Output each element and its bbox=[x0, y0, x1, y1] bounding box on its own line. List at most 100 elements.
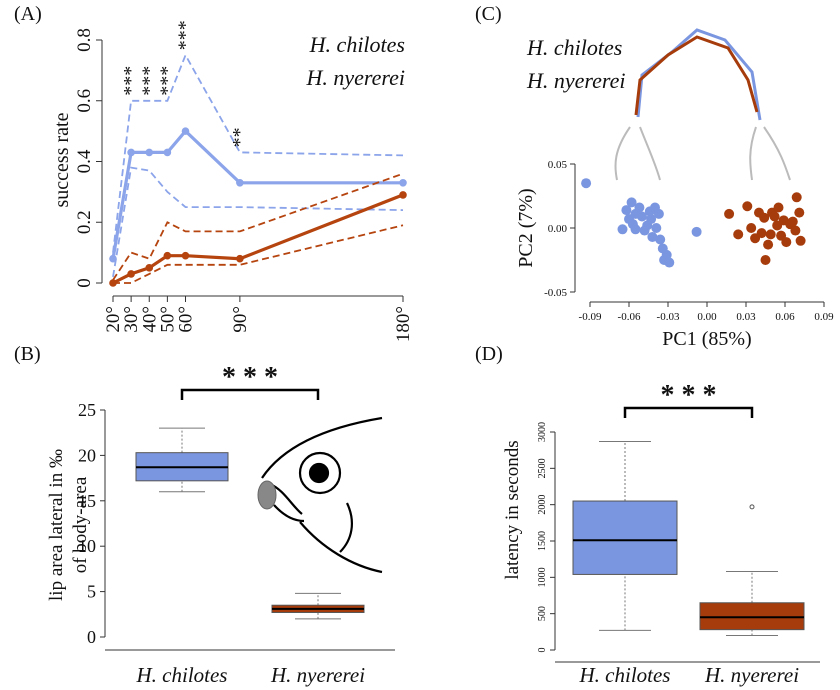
point bbox=[637, 211, 647, 222]
significance-mark: *** bbox=[120, 66, 142, 96]
point bbox=[773, 202, 784, 213]
legend-label: H. chilotes bbox=[526, 35, 622, 60]
jaw-drawing bbox=[614, 28, 791, 181]
point bbox=[760, 255, 771, 265]
point bbox=[653, 208, 664, 219]
point bbox=[630, 224, 641, 235]
significance-bracket bbox=[180, 388, 320, 400]
y-tick-label: 0.8 bbox=[74, 28, 95, 52]
x-tick-label: 0.00 bbox=[697, 311, 717, 323]
fish-outline bbox=[261, 416, 383, 479]
point bbox=[236, 254, 244, 263]
point bbox=[647, 231, 658, 242]
jaw-outline bbox=[636, 28, 762, 121]
y-axis-label: of body-area bbox=[70, 476, 91, 573]
panel-label: (B) bbox=[14, 343, 41, 365]
fish-pupil bbox=[308, 462, 330, 484]
significance-mark: * * * bbox=[661, 380, 717, 411]
x-tick-label: H. nyererei bbox=[704, 663, 799, 687]
y-tick-label: -0.05 bbox=[544, 287, 567, 299]
ci-line bbox=[112, 53, 404, 253]
connector bbox=[763, 126, 791, 181]
connector bbox=[639, 126, 661, 181]
point bbox=[626, 197, 637, 208]
connector bbox=[614, 126, 631, 181]
fish-gill bbox=[339, 502, 354, 553]
y-tick-label: 0.2 bbox=[74, 210, 95, 234]
significance-mark: * * * bbox=[222, 362, 278, 393]
fish-outline bbox=[299, 521, 383, 574]
point bbox=[769, 211, 780, 222]
x-tick-label: 90° bbox=[230, 306, 251, 333]
point bbox=[399, 191, 407, 199]
jaw-outline bbox=[634, 35, 759, 116]
x-tick-label: 60° bbox=[176, 306, 197, 333]
panel-label: (C) bbox=[475, 3, 502, 25]
fish-lip bbox=[257, 480, 277, 510]
legend-label: H. nyererei bbox=[526, 68, 626, 93]
y-tick-label: 2000 bbox=[537, 495, 548, 515]
point bbox=[617, 224, 628, 235]
y-tick-label: 0 bbox=[74, 278, 95, 288]
y-tick-label: 20 bbox=[78, 445, 96, 465]
ci-line bbox=[112, 172, 404, 281]
x-axis-label: PC1 (85%) bbox=[662, 328, 751, 350]
point bbox=[691, 226, 702, 237]
legend-label: H. nyererei bbox=[305, 65, 405, 90]
point bbox=[664, 257, 675, 268]
point bbox=[236, 178, 244, 187]
point bbox=[724, 208, 735, 219]
x-tick-label: 0.09 bbox=[814, 311, 834, 323]
y-tick-label: 500 bbox=[537, 606, 548, 621]
point bbox=[145, 148, 154, 157]
point bbox=[646, 214, 657, 225]
point bbox=[759, 212, 770, 223]
point bbox=[127, 148, 135, 157]
y-tick-label: 1500 bbox=[537, 531, 548, 551]
point bbox=[109, 279, 117, 287]
point bbox=[163, 251, 172, 260]
significance-bracket bbox=[623, 406, 754, 418]
point bbox=[765, 229, 776, 240]
x-tick-label: 30° bbox=[121, 306, 142, 333]
x-tick-label: H. nyererei bbox=[270, 663, 365, 687]
point bbox=[109, 254, 117, 263]
panel-label: (D) bbox=[475, 343, 503, 365]
point bbox=[634, 202, 645, 213]
point bbox=[795, 235, 806, 246]
point bbox=[746, 223, 757, 233]
significance-mark: *** bbox=[156, 66, 178, 96]
y-axis-label: PC2 (7%) bbox=[515, 188, 537, 267]
fish-mouth bbox=[273, 504, 305, 523]
y-tick-label: 3000 bbox=[537, 422, 548, 442]
point bbox=[781, 237, 792, 248]
point bbox=[163, 148, 172, 157]
y-tick-label: 0.4 bbox=[74, 149, 95, 173]
point bbox=[399, 178, 407, 187]
y-tick-label: 0.00 bbox=[548, 223, 568, 235]
x-tick-label: 50° bbox=[157, 306, 178, 333]
point bbox=[661, 249, 672, 260]
point bbox=[651, 223, 662, 233]
ci-line bbox=[112, 166, 404, 278]
x-tick-label: -0.09 bbox=[579, 311, 602, 323]
outlier bbox=[749, 504, 755, 510]
mean-line bbox=[111, 128, 403, 259]
point bbox=[787, 216, 798, 227]
legend-label: H. chilotes bbox=[309, 32, 405, 57]
point bbox=[763, 239, 774, 250]
point bbox=[127, 270, 135, 278]
point bbox=[794, 207, 805, 218]
point bbox=[655, 234, 666, 245]
point bbox=[181, 251, 190, 260]
box bbox=[699, 602, 805, 631]
box bbox=[572, 500, 678, 575]
y-tick-label: 0.05 bbox=[548, 159, 568, 171]
panel-label: (A) bbox=[14, 3, 42, 25]
y-tick-label: 1000 bbox=[537, 567, 548, 587]
x-tick-label: H. chilotes bbox=[579, 663, 671, 687]
point bbox=[581, 178, 592, 189]
point bbox=[621, 205, 632, 216]
y-axis-label: lip area lateral in ‰ bbox=[46, 449, 67, 601]
x-tick-label: 40° bbox=[139, 306, 160, 333]
